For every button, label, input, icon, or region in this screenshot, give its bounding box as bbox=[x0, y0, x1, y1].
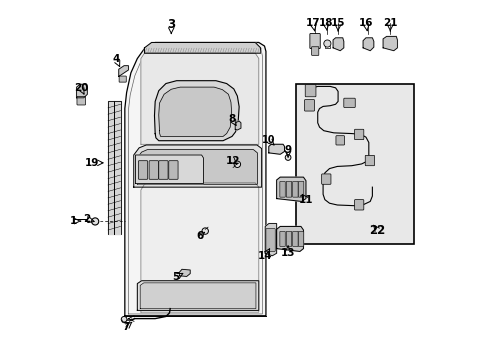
FancyBboxPatch shape bbox=[285, 181, 291, 197]
FancyBboxPatch shape bbox=[279, 231, 285, 247]
Text: 18: 18 bbox=[318, 18, 332, 28]
Polygon shape bbox=[124, 42, 265, 316]
Text: 1: 1 bbox=[69, 216, 77, 226]
Circle shape bbox=[121, 316, 127, 322]
Polygon shape bbox=[141, 53, 258, 144]
Polygon shape bbox=[77, 84, 87, 98]
Text: 4: 4 bbox=[112, 54, 120, 64]
Text: 20: 20 bbox=[74, 83, 88, 93]
Text: 13: 13 bbox=[280, 248, 295, 258]
Text: 19: 19 bbox=[84, 158, 99, 168]
FancyBboxPatch shape bbox=[296, 84, 413, 244]
FancyBboxPatch shape bbox=[285, 231, 291, 247]
Polygon shape bbox=[137, 281, 258, 310]
Text: 11: 11 bbox=[298, 195, 312, 204]
FancyBboxPatch shape bbox=[77, 96, 85, 105]
Polygon shape bbox=[114, 102, 121, 234]
FancyBboxPatch shape bbox=[365, 156, 374, 166]
Polygon shape bbox=[363, 38, 373, 51]
Polygon shape bbox=[134, 145, 261, 187]
FancyBboxPatch shape bbox=[119, 76, 126, 82]
Text: 3: 3 bbox=[167, 18, 175, 31]
Text: 12: 12 bbox=[225, 156, 240, 166]
Polygon shape bbox=[179, 269, 190, 276]
Text: 17: 17 bbox=[305, 18, 320, 28]
Text: 9: 9 bbox=[284, 145, 291, 156]
Text: 15: 15 bbox=[330, 18, 345, 28]
Circle shape bbox=[202, 228, 208, 234]
Circle shape bbox=[285, 155, 290, 160]
FancyBboxPatch shape bbox=[265, 229, 275, 251]
Polygon shape bbox=[159, 87, 231, 136]
FancyBboxPatch shape bbox=[354, 129, 363, 140]
Polygon shape bbox=[235, 121, 241, 130]
FancyBboxPatch shape bbox=[168, 161, 178, 179]
Text: 8: 8 bbox=[228, 113, 235, 123]
Polygon shape bbox=[119, 66, 128, 76]
FancyBboxPatch shape bbox=[292, 181, 298, 197]
FancyBboxPatch shape bbox=[321, 174, 330, 184]
FancyBboxPatch shape bbox=[298, 181, 303, 197]
FancyBboxPatch shape bbox=[298, 231, 303, 247]
Polygon shape bbox=[154, 81, 239, 141]
FancyBboxPatch shape bbox=[292, 231, 298, 247]
Text: 22: 22 bbox=[368, 224, 385, 237]
FancyBboxPatch shape bbox=[149, 161, 158, 179]
Polygon shape bbox=[264, 224, 276, 256]
Polygon shape bbox=[276, 177, 305, 202]
Polygon shape bbox=[108, 102, 114, 234]
Polygon shape bbox=[141, 183, 258, 312]
Text: 5: 5 bbox=[172, 272, 179, 282]
Polygon shape bbox=[135, 155, 203, 184]
FancyBboxPatch shape bbox=[311, 47, 318, 55]
Polygon shape bbox=[140, 283, 255, 309]
Text: 6: 6 bbox=[196, 231, 203, 241]
FancyBboxPatch shape bbox=[309, 33, 320, 49]
Text: 7: 7 bbox=[122, 322, 129, 332]
Text: 10: 10 bbox=[262, 135, 275, 145]
Polygon shape bbox=[268, 144, 284, 154]
Polygon shape bbox=[144, 42, 260, 53]
Polygon shape bbox=[137, 150, 257, 184]
Polygon shape bbox=[332, 38, 343, 51]
FancyBboxPatch shape bbox=[354, 200, 363, 210]
Text: 2: 2 bbox=[83, 214, 90, 224]
FancyBboxPatch shape bbox=[279, 181, 285, 197]
FancyBboxPatch shape bbox=[343, 98, 354, 108]
Polygon shape bbox=[382, 36, 397, 51]
FancyBboxPatch shape bbox=[335, 136, 344, 145]
Text: 16: 16 bbox=[358, 18, 372, 28]
FancyBboxPatch shape bbox=[304, 100, 314, 111]
Text: 14: 14 bbox=[257, 251, 272, 261]
Circle shape bbox=[91, 218, 99, 225]
FancyBboxPatch shape bbox=[138, 161, 147, 179]
FancyBboxPatch shape bbox=[159, 161, 168, 179]
Circle shape bbox=[323, 40, 330, 47]
Polygon shape bbox=[276, 226, 303, 251]
Text: 21: 21 bbox=[382, 18, 397, 28]
Circle shape bbox=[234, 161, 240, 167]
FancyBboxPatch shape bbox=[305, 85, 315, 97]
